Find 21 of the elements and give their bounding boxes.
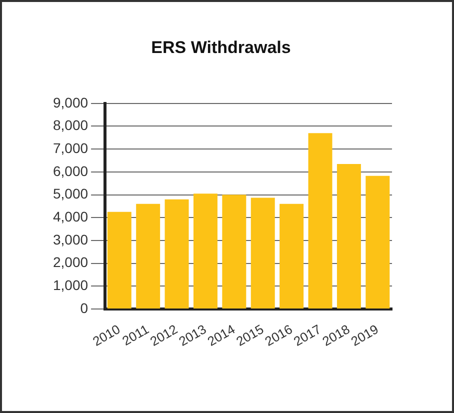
chart-title: ERS Withdrawals <box>151 38 291 57</box>
y-tick-label: 3,000 <box>52 231 88 248</box>
bar <box>308 133 332 309</box>
y-tick-label: 5,000 <box>52 186 88 202</box>
y-tick-label: 8,000 <box>52 117 88 134</box>
bar <box>222 194 246 309</box>
y-tick-label: 4,000 <box>52 208 88 224</box>
bar <box>107 212 132 309</box>
bar <box>136 204 160 309</box>
y-tick-label: 9,000 <box>52 94 88 110</box>
bar <box>250 198 275 309</box>
bar <box>164 199 189 309</box>
bar <box>280 204 304 309</box>
bar <box>336 164 361 309</box>
y-tick-label: 1,000 <box>52 277 88 294</box>
y-tick-label: 6,000 <box>52 162 88 179</box>
y-tick-label: 7,000 <box>52 140 88 156</box>
y-tick-label: 0 <box>80 300 88 316</box>
bar <box>366 176 390 309</box>
y-tick-label: 2,000 <box>52 254 88 270</box>
bar <box>193 194 218 309</box>
